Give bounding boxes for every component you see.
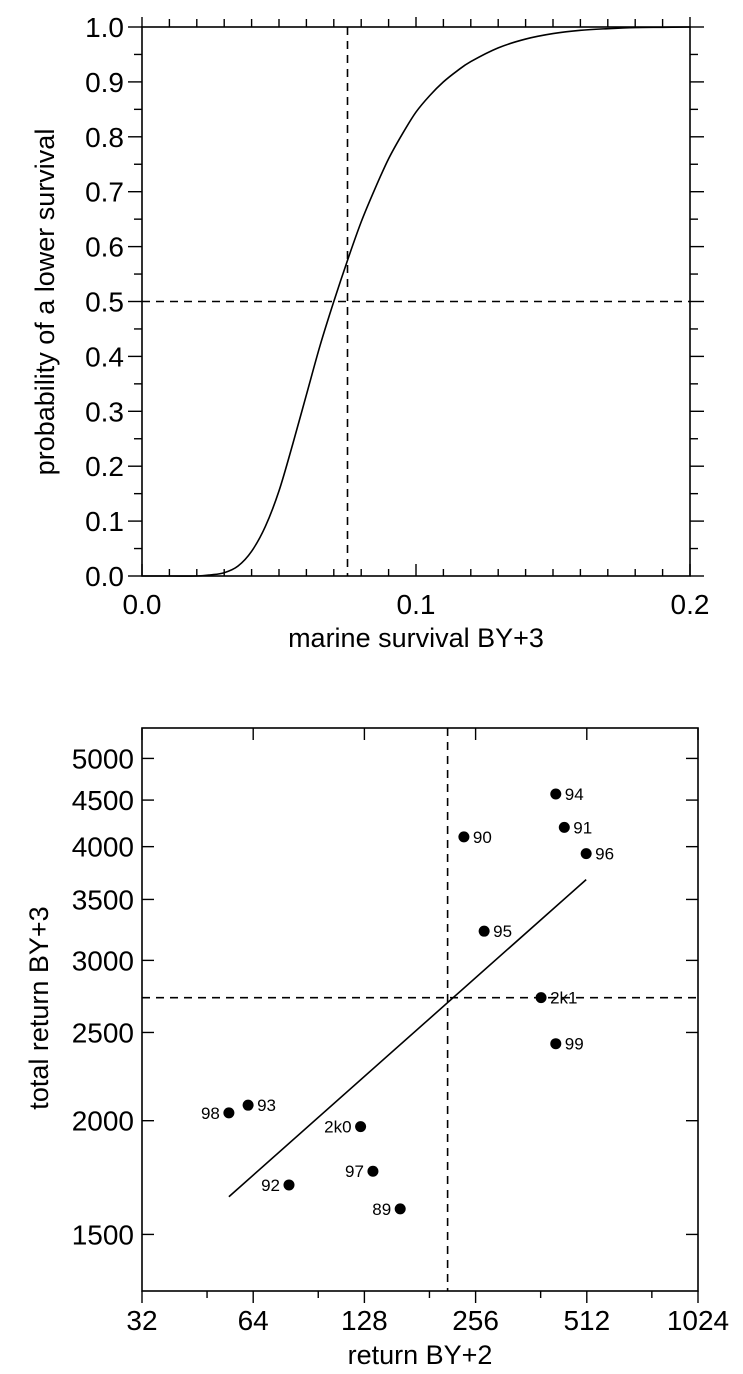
x-tick-label: 32 [126, 1305, 157, 1336]
y-tick-label: 0.8 [85, 122, 124, 153]
y-tick-label: 0.3 [85, 396, 124, 427]
data-point [242, 1099, 254, 1111]
y-tick-label: 0.0 [85, 561, 124, 592]
bottom-plot-frame [141, 727, 699, 1292]
probability-curve [142, 26, 691, 577]
scatter-points: 89 90 91 92 93 94 95 96 97 98 99 2k0 2k1 [201, 785, 614, 1219]
x-tick-label: 0.0 [123, 589, 162, 620]
point-label: 98 [201, 1104, 220, 1123]
data-point [367, 1165, 379, 1177]
y-tick-label: 0.7 [85, 177, 124, 208]
y-tick-label: 1500 [72, 1219, 134, 1250]
point-label: 99 [565, 1035, 584, 1054]
data-point [558, 821, 570, 833]
y-tick-label: 2500 [72, 1017, 134, 1048]
y-tick-label: 2000 [72, 1106, 134, 1137]
y-tick-label: 1.0 [85, 12, 124, 43]
point-label: 92 [261, 1176, 280, 1195]
bottom-y-axis-label: total return BY+3 [24, 906, 54, 1109]
y-tick-label: 0.2 [85, 451, 124, 482]
bottom-x-axis-label: return BY+2 [348, 1340, 493, 1370]
bottom-reference-lines [142, 728, 698, 1291]
point-label: 2k0 [324, 1118, 351, 1137]
top-reference-lines [142, 27, 690, 576]
returns-scatter-chart: 89 90 91 92 93 94 95 96 97 98 99 2k0 2k1 32 64 128 256 5… [24, 727, 729, 1370]
x-tick-label: 256 [452, 1305, 499, 1336]
point-label: 96 [595, 845, 614, 864]
x-tick-label: 64 [238, 1305, 269, 1336]
x-tick-label: 512 [563, 1305, 610, 1336]
y-tick-label: 0.6 [85, 232, 124, 263]
point-label: 95 [493, 922, 512, 941]
data-point [478, 925, 490, 937]
data-point [550, 788, 562, 800]
x-tick-label: 128 [341, 1305, 388, 1336]
y-tick-label: 0.5 [85, 287, 124, 318]
top-x-axis-label: marine survival BY+3 [288, 623, 544, 653]
x-tick-label: 0.1 [397, 589, 436, 620]
data-point [458, 831, 470, 843]
top-tick-marks [128, 17, 704, 577]
y-tick-label: 3000 [72, 945, 134, 976]
data-point [283, 1179, 295, 1191]
data-point [550, 1038, 562, 1050]
point-label: 93 [257, 1096, 276, 1115]
point-label: 2k1 [550, 989, 577, 1008]
data-point [535, 992, 547, 1004]
top-plot-frame [141, 26, 691, 577]
y-tick-label: 0.1 [85, 506, 124, 537]
bottom-tick-labels: 32 64 128 256 512 1024 1500 2000 2500 3000 3500 400… [72, 743, 729, 1336]
bottom-tick-marks [141, 728, 699, 1303]
point-label: 89 [372, 1200, 391, 1219]
data-point [580, 848, 592, 860]
y-tick-label: 0.9 [85, 67, 124, 98]
point-label: 94 [565, 785, 584, 804]
y-tick-label: 3500 [72, 884, 134, 915]
point-label: 91 [573, 818, 592, 837]
regression-fit-line [228, 879, 587, 1198]
y-tick-label: 5000 [72, 743, 134, 774]
y-tick-label: 4500 [72, 785, 134, 816]
top-y-axis-label: probability of a lower survival [30, 129, 60, 476]
data-point [223, 1107, 235, 1119]
x-tick-label: 1024 [667, 1305, 729, 1336]
y-tick-label: 0.4 [85, 341, 124, 372]
point-label: 97 [345, 1162, 364, 1181]
survival-probability-chart: 0.0 0.1 0.2 0.0 0.1 0.2 0.3 0.4 0.5 0.6 0.7 0.8 0.9 1… [30, 12, 709, 653]
data-point [394, 1203, 406, 1215]
point-label: 90 [473, 828, 492, 847]
top-tick-labels: 0.0 0.1 0.2 0.0 0.1 0.2 0.3 0.4 0.5 0.6 0.7 0.8 0.9 1… [85, 12, 709, 620]
x-tick-label: 0.2 [671, 589, 710, 620]
y-tick-label: 4000 [72, 832, 134, 863]
data-point [355, 1121, 367, 1133]
